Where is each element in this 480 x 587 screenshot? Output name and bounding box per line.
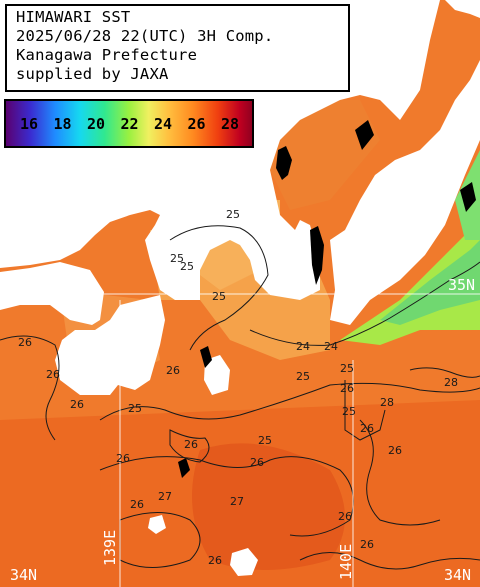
isotherm-26-south — [99, 456, 354, 537]
cloud-mask-5 — [200, 346, 212, 368]
contour-label: 26 — [70, 398, 84, 411]
isotherm-lines — [0, 225, 480, 570]
warm-core — [192, 443, 345, 570]
latitude-label-35n-east: 35N — [448, 276, 476, 294]
scale-tick: 18 — [53, 115, 72, 133]
land-miura — [55, 295, 165, 395]
contour-label: 25 — [170, 252, 184, 265]
isotherm-27 — [119, 512, 201, 568]
scale-tick: 20 — [87, 115, 106, 133]
isotherm-26-east — [359, 419, 441, 526]
isotherm-26-boso — [344, 380, 386, 441]
isotherm-25-bay — [169, 429, 210, 463]
scale-tick: 16 — [20, 115, 39, 133]
isotherm-26-north — [99, 382, 480, 421]
contour-label: 26 — [46, 368, 60, 381]
latitude-label-34n-west: 34N — [10, 566, 38, 584]
contour-label: 26 — [338, 510, 352, 523]
contour-label: 27 — [230, 495, 244, 508]
scale-tick: 22 — [120, 115, 139, 133]
contour-label: 26 — [208, 554, 222, 567]
region-name: Kanagawa Prefecture — [16, 46, 198, 64]
contour-label: 26 — [388, 444, 402, 457]
contour-label: 28 — [380, 396, 394, 409]
contour-label: 25 — [128, 402, 142, 415]
cloud-mask-6 — [460, 182, 476, 212]
cloud-mask-2 — [310, 226, 324, 285]
cloud-mask-3 — [355, 120, 374, 150]
contour-label: 28 — [444, 376, 458, 389]
observation-time: 2025/06/28 22(UTC) 3H Comp. — [16, 27, 274, 45]
contour-label: 26 — [116, 452, 130, 465]
land-top-right — [445, 0, 480, 18]
land-boso — [330, 60, 480, 325]
contour-labels: 25 25 25 25 26 26 24 25 26 25 26 28 26 2… — [18, 208, 458, 567]
contour-label: 25 — [342, 405, 356, 418]
map-info-box: HIMAWARI SST 2025/06/28 22(UTC) 3H Comp.… — [5, 4, 350, 92]
contour-label: 24 — [324, 340, 338, 353]
cloud-mask-4 — [178, 458, 190, 478]
contour-label: 25 — [180, 260, 194, 273]
contour-label: 26 — [360, 538, 374, 551]
latitude-label-34n-east: 34N — [444, 566, 472, 584]
contour-label: 26 — [18, 336, 32, 349]
contour-label: 25 — [258, 434, 272, 447]
contour-label: 25 — [226, 208, 240, 221]
color-scale-bar — [4, 99, 254, 148]
contour-label: 25 — [340, 362, 354, 375]
data-credit: supplied by JAXA — [16, 65, 169, 83]
contour-label: 26 — [340, 382, 354, 395]
cloud-mask-1 — [276, 146, 292, 180]
contour-label: 26 — [130, 498, 144, 511]
contour-label: 25 — [212, 290, 226, 303]
contour-label: 27 — [158, 490, 172, 503]
land-small-island-1 — [148, 515, 166, 534]
land-oshima — [204, 355, 230, 395]
isotherm-28 — [409, 367, 480, 378]
longitude-label-139e: 139E — [101, 529, 119, 566]
contour-label: 24 — [296, 340, 310, 353]
contour-label: 26 — [184, 438, 198, 451]
graticule — [0, 293, 480, 587]
color-scale-labels: 16 18 20 22 24 26 28 — [20, 115, 250, 133]
contour-label: 26 — [166, 364, 180, 377]
land-small-island-2 — [230, 548, 258, 576]
scale-tick: 24 — [154, 115, 173, 133]
isotherm-24 — [249, 261, 480, 346]
isotherm-26-west — [0, 335, 60, 441]
isotherm-26-southeast — [299, 552, 480, 570]
product-title: HIMAWARI SST — [16, 8, 131, 26]
contour-label: 25 — [296, 370, 310, 383]
scale-tick: 28 — [221, 115, 240, 133]
cool-north-water — [270, 100, 380, 210]
longitude-label-140e: 140E — [337, 543, 355, 580]
latitude-label-35n-west: 35N — [10, 276, 38, 294]
contour-label: 26 — [250, 456, 264, 469]
cold-water-ne — [340, 220, 480, 345]
cold-water-ne-core — [380, 240, 480, 325]
scale-tick: 26 — [187, 115, 206, 133]
contour-label: 26 — [360, 422, 374, 435]
isotherm-25 — [169, 225, 269, 351]
